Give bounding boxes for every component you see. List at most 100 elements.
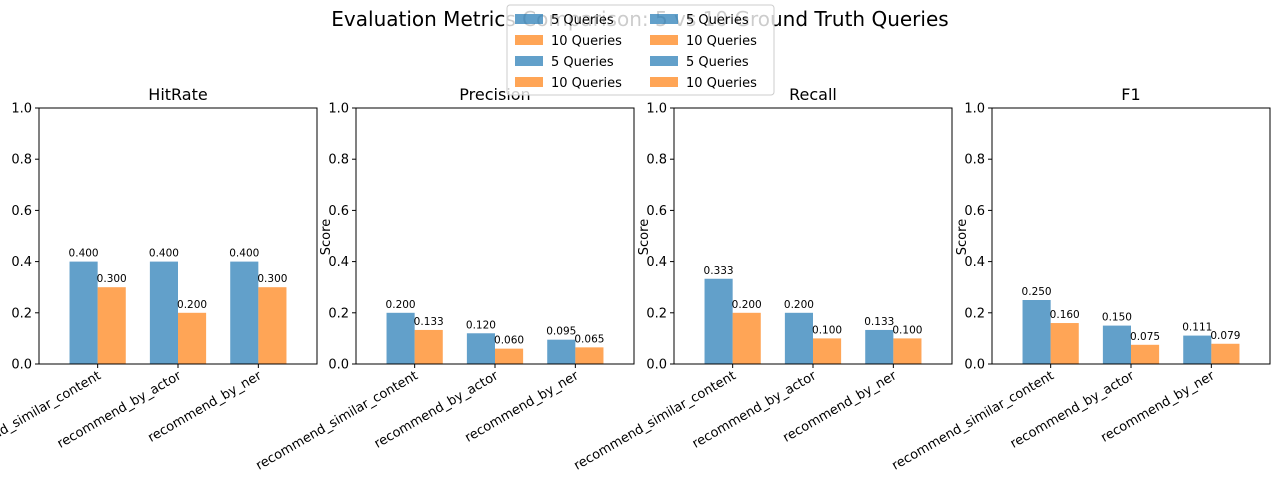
data-label: 0.111 — [1182, 322, 1212, 334]
data-label: 0.095 — [546, 326, 576, 338]
data-label: 0.333 — [704, 265, 734, 277]
legend-label: 10 Queries — [551, 76, 622, 91]
y-tick-label: 0.0 — [964, 358, 985, 373]
data-label: 0.060 — [494, 335, 524, 347]
y-tick-label: 0.8 — [646, 153, 667, 168]
y-tick-label: 0.6 — [11, 204, 32, 219]
y-tick-label: 1.0 — [646, 102, 667, 117]
y-tick-label: 1.0 — [11, 102, 32, 117]
bar-hitrate-0-0 — [69, 261, 98, 364]
legend-label: 5 Queries — [686, 55, 749, 70]
chart-panels: 0.400 0.400 0.4000.3000.2000.3000.00.20.40… — [0, 85, 1271, 474]
data-label: 0.150 — [1102, 312, 1132, 324]
bar-f1-1-0 — [1050, 323, 1079, 364]
data-label: 0.160 — [1050, 309, 1080, 321]
data-label: 0.100 — [812, 324, 842, 336]
legend-swatch — [515, 56, 543, 66]
y-tick-label: 0.4 — [964, 255, 985, 270]
legend-swatch — [515, 35, 543, 45]
chart-panel-precision: 0.200 0.120 0.095 0.133 0.060 0.065 0.0 0.2 0.4 0… — [254, 85, 635, 474]
data-label: 0.200 — [386, 299, 416, 311]
x-tick-label: recommend_similar_content — [890, 368, 1057, 473]
y-tick-label: 0.4 — [11, 255, 32, 270]
data-label: 0.075 — [1130, 331, 1160, 343]
chart-panel-recall: 0.333 0.200 0.133 0.200 0.100 0.100 0.0 0.2 0.4 0… — [572, 85, 953, 474]
y-tick-label: 0.6 — [964, 204, 985, 219]
data-label: 0.133 — [864, 316, 894, 328]
bar-recall-0-2 — [865, 329, 894, 364]
data-label: 0.200 — [732, 299, 762, 311]
y-axis-label: Score — [955, 219, 970, 255]
legend-label: 5 Queries — [551, 55, 614, 70]
legend-label: 5 Queries — [551, 13, 614, 28]
data-label: 0.400 — [69, 248, 99, 260]
chart-panel-f1: 0.250 0.150 0.111 0.160 0.075 0.079 0.0 0.2 0.4 0… — [890, 85, 1271, 474]
y-axis-label: Score — [637, 219, 652, 255]
y-tick-label: 0.4 — [646, 255, 667, 270]
data-label: 0.200 — [784, 299, 814, 311]
y-tick-label: 0.8 — [964, 153, 985, 168]
data-label: 0.200 — [177, 299, 207, 311]
y-tick-label: 0.8 — [11, 153, 32, 168]
legend-label: 10 Queries — [686, 34, 757, 49]
bar-precision-1-2 — [575, 347, 604, 364]
data-label: 0.100 — [892, 324, 922, 336]
y-tick-label: 1.0 — [964, 102, 985, 117]
bar-hitrate-1-1 — [178, 312, 207, 364]
data-label: 0.133 — [414, 316, 444, 328]
bar-f1-1-1 — [1131, 344, 1160, 364]
y-tick-label: 0.2 — [328, 306, 349, 321]
panel-title: HitRate — [148, 85, 207, 104]
data-label: 0.120 — [466, 319, 496, 331]
legend-label: 5 Queries — [686, 13, 749, 28]
bar-recall-0-1 — [784, 312, 813, 364]
legend-swatch — [650, 14, 678, 24]
x-tick-label: recommend_similar_content — [572, 368, 739, 473]
data-label: 0.300 — [97, 273, 127, 285]
bar-f1-0-2 — [1183, 335, 1212, 364]
bar-precision-0-2 — [547, 339, 576, 364]
y-tick-label: 1.0 — [328, 102, 349, 117]
legend-box — [506, 4, 775, 96]
data-label: 0.250 — [1022, 286, 1052, 298]
bar-recall-0-0 — [704, 278, 733, 364]
y-tick-label: 0.6 — [646, 204, 667, 219]
legend-label: 10 Queries — [551, 34, 622, 49]
y-tick-label: 0.4 — [328, 255, 349, 270]
y-tick-label: 0.2 — [646, 306, 667, 321]
data-label: 0.065 — [574, 333, 604, 345]
panel-title: F1 — [1121, 85, 1140, 104]
y-tick-label: 0.0 — [646, 358, 667, 373]
bar-precision-1-0 — [414, 329, 443, 364]
bar-precision-0-0 — [386, 312, 415, 364]
bar-f1-1-2 — [1211, 343, 1240, 364]
bar-f1-0-0 — [1022, 300, 1051, 364]
legend-label: 10 Queries — [686, 76, 757, 91]
bar-hitrate-0-1 — [149, 261, 178, 364]
legend-swatch — [515, 14, 543, 24]
y-tick-label: 0.0 — [11, 358, 32, 373]
y-tick-label: 0.2 — [964, 306, 985, 321]
y-tick-label: 0.0 — [328, 358, 349, 373]
bar-f1-0-1 — [1102, 325, 1131, 364]
bar-recall-1-0 — [732, 312, 761, 364]
y-tick-label: 0.8 — [328, 153, 349, 168]
panel-title: Recall — [789, 85, 837, 104]
legend: 5 Queries 10 Queries 5 Queries 10 Queries 5 … — [506, 4, 775, 96]
chart-panel-hitrate: 0.400 0.400 0.400 0.300 0.200 0.300 0.0 0.2 0.4 0… — [0, 85, 318, 474]
bar-hitrate-0-2 — [230, 261, 259, 364]
data-label: 0.300 — [257, 273, 287, 285]
x-tick-label: recommend_similar_content — [254, 368, 421, 473]
legend-swatch — [650, 35, 678, 45]
bar-precision-1-1 — [495, 348, 524, 364]
data-label: 0.400 — [149, 248, 179, 260]
bar-hitrate-1-2 — [258, 287, 287, 364]
y-tick-label: 0.6 — [328, 204, 349, 219]
bar-hitrate-1-0 — [97, 287, 126, 364]
bar-recall-1-1 — [813, 338, 842, 364]
y-axis-label: Score — [319, 219, 334, 255]
legend-swatch — [650, 77, 678, 87]
y-tick-label: 0.2 — [11, 306, 32, 321]
legend-swatch — [650, 56, 678, 66]
